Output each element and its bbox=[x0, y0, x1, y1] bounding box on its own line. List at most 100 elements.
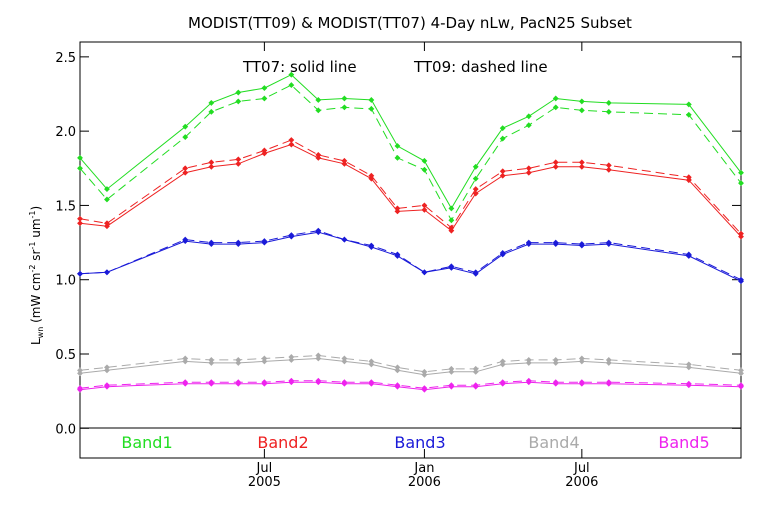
y-label-sub: wn bbox=[36, 327, 45, 339]
band4-dashed-line bbox=[79, 354, 742, 373]
band4-solid-point bbox=[341, 358, 348, 365]
legend-item-band1: Band1 bbox=[121, 433, 172, 452]
band3-dashed-point bbox=[552, 239, 559, 246]
band2-dashed-point bbox=[552, 159, 559, 166]
band3-dashed-point bbox=[261, 238, 268, 245]
band1-dashed-point bbox=[368, 105, 375, 112]
band3-dashed-point bbox=[448, 263, 455, 270]
band4-solid-point bbox=[368, 361, 375, 368]
band2-solid-point bbox=[104, 223, 110, 230]
band4-dashed-point bbox=[738, 367, 744, 374]
band4-solid-point bbox=[421, 371, 428, 378]
band2-dashed-point bbox=[368, 172, 375, 179]
band5-dashed-point bbox=[685, 380, 692, 387]
band4-solid-point bbox=[525, 359, 532, 366]
band5-dashed-point bbox=[104, 382, 110, 389]
band4-dashed-point bbox=[605, 357, 612, 363]
band1-solid-point bbox=[104, 186, 110, 193]
band5-dashed-point bbox=[552, 379, 559, 386]
band4-solid-point bbox=[261, 358, 268, 365]
band4-solid-point bbox=[288, 357, 295, 363]
band5-dashed-point bbox=[208, 379, 215, 386]
legend-item-band5: Band5 bbox=[658, 433, 709, 452]
series-group bbox=[77, 71, 744, 393]
band4-dashed-point bbox=[421, 368, 428, 375]
band1-solid-point bbox=[552, 95, 559, 102]
band4-solid-point bbox=[605, 359, 612, 366]
band5-dashed-point bbox=[315, 377, 322, 384]
band4-dashed-point bbox=[208, 357, 215, 363]
band4-solid-point bbox=[315, 355, 322, 362]
band4-dashed-point bbox=[685, 361, 692, 368]
x-tick-month: Jul bbox=[256, 461, 273, 476]
band3-dashed-point bbox=[394, 251, 401, 258]
band1-dashed-point bbox=[685, 111, 692, 118]
band1-dashed-point bbox=[394, 154, 401, 161]
y-tick-label: 0.0 bbox=[55, 422, 76, 437]
band1-solid-point bbox=[315, 97, 322, 103]
band2-dashed-point bbox=[685, 174, 692, 181]
band4-solid-point bbox=[578, 358, 585, 365]
band3-dashed-point bbox=[499, 250, 506, 256]
band4-solid-point bbox=[394, 367, 401, 374]
band2-solid-line bbox=[79, 143, 742, 237]
band2-solid-point bbox=[77, 220, 83, 227]
band1-dashed-point bbox=[104, 196, 110, 203]
band2-dashed-point bbox=[605, 162, 612, 169]
band2-dashed-point bbox=[421, 202, 428, 209]
band4-dashed-point bbox=[104, 364, 110, 371]
band4-solid-point bbox=[472, 368, 479, 375]
band5-dashed-point bbox=[738, 382, 744, 389]
band4-solid-point bbox=[235, 359, 242, 366]
band2-dashed-point bbox=[77, 215, 83, 222]
band4-dashed-point bbox=[394, 364, 401, 371]
band3-dashed-point bbox=[208, 239, 215, 246]
band5-dashed-point bbox=[235, 379, 242, 386]
band3-dashed-point bbox=[341, 236, 348, 243]
x-tick-year: 2006 bbox=[408, 475, 441, 490]
band1-solid-point bbox=[394, 143, 401, 149]
band4-dashed-point bbox=[261, 355, 268, 362]
band1-solid-point bbox=[288, 71, 295, 78]
band3-dashed-point bbox=[472, 269, 479, 276]
band2-dashed-point bbox=[208, 159, 215, 166]
band2-dashed-point bbox=[578, 159, 585, 166]
band1-solid-point bbox=[261, 85, 268, 91]
band4-solid-point bbox=[208, 359, 215, 366]
plot-frame bbox=[79, 41, 742, 459]
annotation-solid: TT07: solid line bbox=[242, 58, 357, 76]
y-tick-label: 2.5 bbox=[55, 51, 76, 66]
band2-solid-point bbox=[208, 163, 215, 170]
y-label-units-3: um bbox=[29, 218, 43, 241]
band2-solid-point bbox=[261, 150, 268, 157]
band1-dashed-point bbox=[235, 98, 242, 105]
y-tick-label: 2.0 bbox=[55, 125, 76, 140]
band2-solid-point bbox=[552, 163, 559, 170]
legend-item-band4: Band4 bbox=[528, 433, 579, 452]
band4-solid-point bbox=[77, 370, 83, 377]
band3-dashed-point bbox=[235, 239, 242, 246]
band4-dashed-point bbox=[315, 352, 322, 359]
band5-dashed-point bbox=[288, 377, 295, 384]
band3-dashed-point bbox=[685, 251, 692, 258]
band2-solid-point bbox=[738, 233, 744, 240]
y-label-sup-3: -1 bbox=[28, 210, 37, 218]
band3-dashed-point bbox=[104, 269, 110, 276]
band1-solid-point bbox=[448, 205, 455, 212]
x-tick-month: Jan bbox=[413, 461, 434, 476]
legend-item-band2: Band2 bbox=[257, 433, 308, 452]
band4-dashed-point bbox=[552, 357, 559, 363]
band4-dashed-point bbox=[368, 358, 375, 365]
annotation-dashed: TT09: dashed line bbox=[413, 58, 548, 76]
band1-dashed-point bbox=[315, 107, 322, 114]
band1-dashed-point bbox=[208, 108, 215, 115]
band1-solid-point bbox=[525, 113, 532, 120]
y-label-symbol: L bbox=[29, 338, 43, 345]
band2-dashed-point bbox=[261, 147, 268, 154]
band1-dashed-point bbox=[605, 108, 612, 115]
y-tick-label: 1.5 bbox=[55, 199, 76, 214]
band2-dashed-point bbox=[235, 156, 242, 163]
band2-dashed-point bbox=[525, 165, 532, 172]
band2-solid-point bbox=[235, 160, 242, 167]
